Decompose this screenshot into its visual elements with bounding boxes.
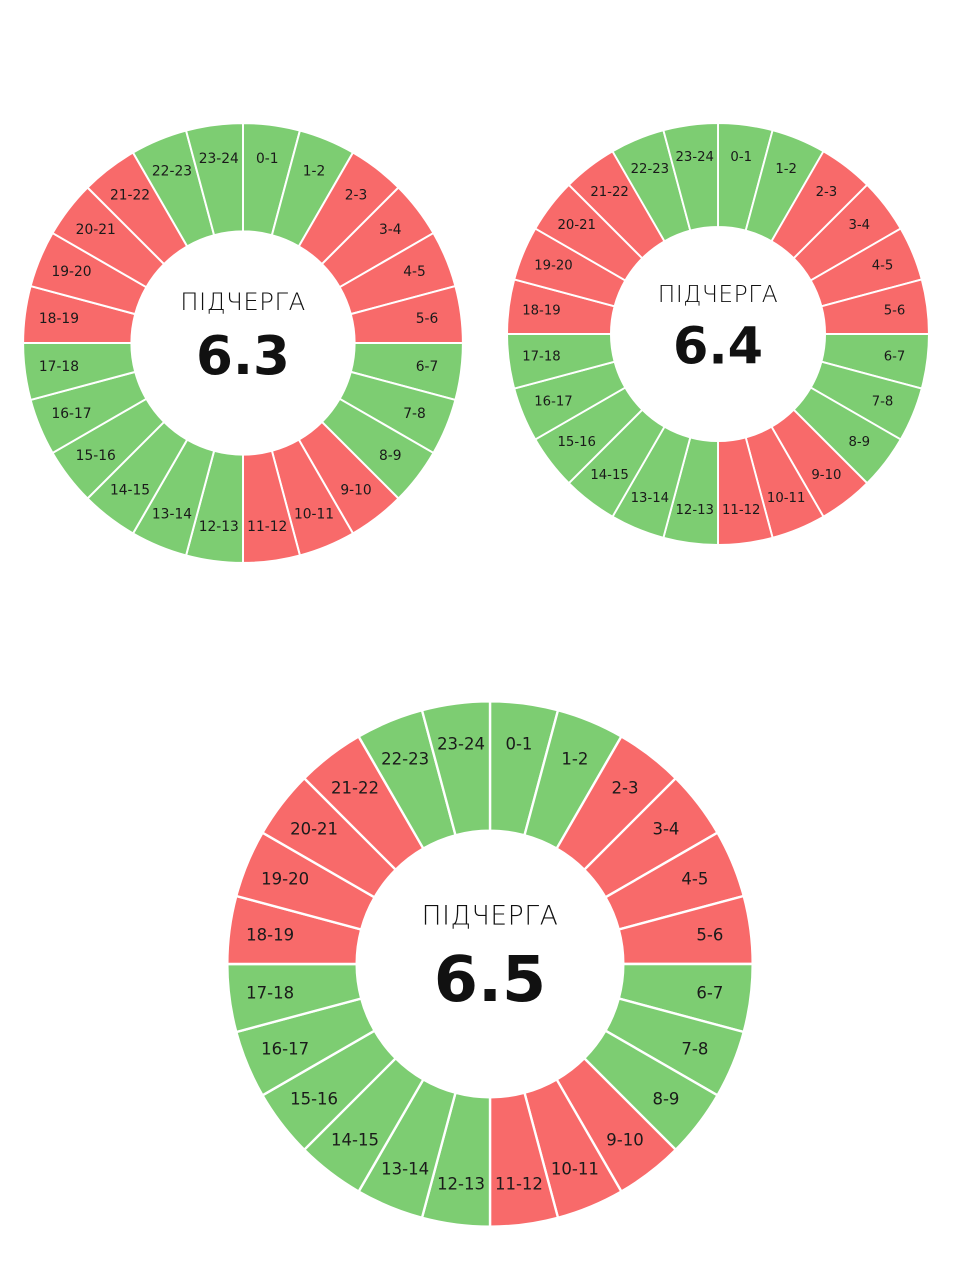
segment-label-21-22: 21-22: [331, 779, 379, 798]
queue-number: 6.4: [673, 317, 763, 376]
segment-label-8-9: 8-9: [379, 448, 402, 464]
segment-label-23-24: 23-24: [437, 735, 485, 754]
segment-label-13-14: 13-14: [631, 491, 669, 506]
segment-label-19-20: 19-20: [51, 264, 91, 280]
segment-label-10-11: 10-11: [294, 507, 334, 523]
segment-label-11-12: 11-12: [722, 503, 760, 518]
segment-label-16-17: 16-17: [51, 406, 91, 422]
schedule-wheel-6-5: 0-1 1-2 2-3 3-4 4-5 5-6 6-7 7-8 8-9 9-10 10-11 11-1…: [226, 700, 754, 1228]
segment-23-24: [184, 122, 244, 237]
segment-label-1-2: 1-2: [303, 163, 326, 179]
segment-label-0-1: 0-1: [730, 150, 752, 165]
segment-label-16-17: 16-17: [534, 395, 572, 410]
segment-label-17-18: 17-18: [246, 983, 294, 1002]
queue-caption: ПІДЧЕРГА: [180, 287, 306, 316]
segment-label-0-1: 0-1: [505, 735, 532, 754]
segment-label-22-23: 22-23: [631, 162, 669, 177]
segment-label-19-20: 19-20: [534, 258, 572, 273]
segment-label-8-9: 8-9: [848, 435, 870, 450]
segment-label-19-20: 19-20: [261, 870, 309, 889]
segment-label-1-2: 1-2: [775, 162, 797, 177]
segment-label-11-12: 11-12: [247, 519, 287, 535]
segment-label-22-23: 22-23: [152, 163, 192, 179]
segment-label-15-16: 15-16: [290, 1089, 338, 1108]
segment-label-20-21: 20-21: [557, 218, 595, 233]
wheel-segments: 0-1 1-2 2-3 3-4 4-5 5-6 6-7 7-8 8-9 9-10 10-11 11-1…: [506, 122, 930, 546]
segment-label-1-2: 1-2: [561, 750, 588, 769]
segment-label-6-7: 6-7: [696, 983, 723, 1002]
schedule-wheel-6-3: 0-1 1-2 2-3 3-4 4-5 5-6 6-7 7-8 8-9 9-10 10-11 11-1…: [22, 122, 464, 564]
segment-label-10-11: 10-11: [551, 1159, 599, 1178]
segment-label-0-1: 0-1: [256, 151, 279, 167]
segment-label-5-6: 5-6: [696, 926, 723, 945]
segment-label-12-13: 12-13: [437, 1174, 485, 1193]
segment-label-21-22: 21-22: [110, 188, 150, 204]
segment-label-17-18: 17-18: [522, 350, 560, 365]
segment-23-24: [420, 700, 492, 837]
segment-label-16-17: 16-17: [261, 1039, 309, 1058]
segment-label-23-24: 23-24: [676, 150, 714, 165]
segment-label-9-10: 9-10: [340, 482, 371, 498]
segment-label-3-4: 3-4: [848, 218, 870, 233]
segment-label-11-12: 11-12: [495, 1174, 543, 1193]
segment-label-2-3: 2-3: [345, 188, 368, 204]
segment-label-5-6: 5-6: [416, 311, 439, 327]
segment-label-10-11: 10-11: [767, 491, 805, 506]
segment-label-15-16: 15-16: [76, 448, 116, 464]
segment-label-6-7: 6-7: [884, 350, 906, 365]
segment-label-6-7: 6-7: [416, 359, 439, 375]
segment-label-20-21: 20-21: [290, 820, 338, 839]
segment-label-7-8: 7-8: [681, 1039, 708, 1058]
segment-label-3-4: 3-4: [379, 222, 402, 238]
segment-label-17-18: 17-18: [39, 359, 79, 375]
segment-label-12-13: 12-13: [676, 503, 714, 518]
segment-label-4-5: 4-5: [681, 870, 708, 889]
segment-label-14-15: 14-15: [590, 468, 628, 483]
segment-label-12-13: 12-13: [199, 519, 239, 535]
segment-label-13-14: 13-14: [381, 1159, 429, 1178]
segment-label-4-5: 4-5: [872, 258, 894, 273]
wheel-segments: 0-1 1-2 2-3 3-4 4-5 5-6 6-7 7-8 8-9 9-10 10-11 11-1…: [226, 700, 754, 1228]
segment-label-23-24: 23-24: [199, 151, 239, 167]
segment-label-9-10: 9-10: [811, 468, 841, 483]
queue-number: 6.3: [196, 325, 290, 387]
segment-label-14-15: 14-15: [331, 1130, 379, 1149]
segment-label-4-5: 4-5: [403, 264, 426, 280]
segment-label-8-9: 8-9: [652, 1089, 679, 1108]
queue-number: 6.5: [434, 942, 546, 1016]
segment-label-18-19: 18-19: [246, 926, 294, 945]
segment-label-13-14: 13-14: [152, 507, 192, 523]
segment-label-22-23: 22-23: [381, 750, 429, 769]
segment-label-3-4: 3-4: [652, 820, 679, 839]
wheel-segments: 0-1 1-2 2-3 3-4 4-5 5-6 6-7 7-8 8-9 9-10 10-11 11-1…: [22, 122, 464, 564]
segment-label-9-10: 9-10: [606, 1130, 643, 1149]
segment-label-15-16: 15-16: [557, 435, 595, 450]
queue-caption: ПІДЧЕРГА: [422, 900, 559, 931]
segment-label-2-3: 2-3: [612, 779, 639, 798]
segment-label-18-19: 18-19: [39, 311, 79, 327]
segment-23-24: [662, 122, 719, 232]
segment-label-2-3: 2-3: [816, 185, 838, 200]
segment-label-7-8: 7-8: [403, 406, 426, 422]
segment-label-5-6: 5-6: [884, 303, 906, 318]
schedule-wheel-6-4: 0-1 1-2 2-3 3-4 4-5 5-6 6-7 7-8 8-9 9-10 10-11 11-1…: [506, 122, 930, 546]
segment-label-7-8: 7-8: [872, 395, 894, 410]
segment-label-18-19: 18-19: [522, 303, 560, 318]
segment-label-21-22: 21-22: [590, 185, 628, 200]
queue-caption: ПІДЧЕРГА: [658, 281, 778, 308]
segment-label-20-21: 20-21: [76, 222, 116, 238]
segment-label-14-15: 14-15: [110, 482, 150, 498]
